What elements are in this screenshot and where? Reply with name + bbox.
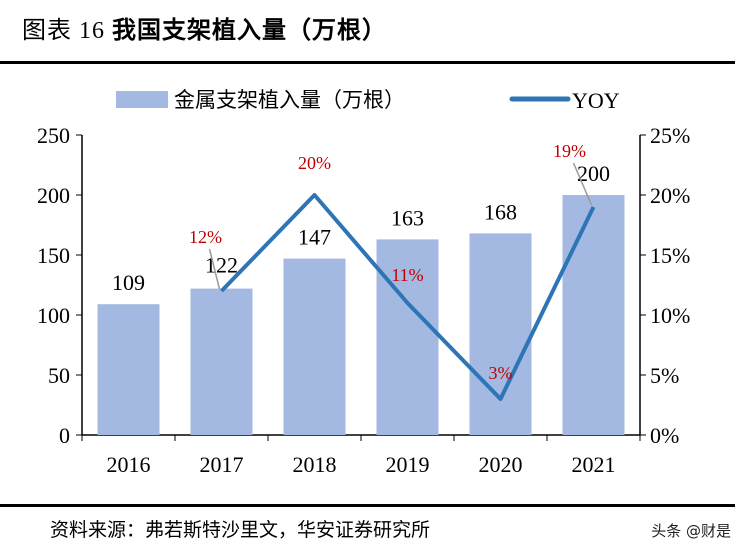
legend-line-label: YOY <box>572 88 620 113</box>
footer-rule <box>0 504 735 507</box>
watermark: 头条 @财是 <box>651 522 731 540</box>
bar-value-label: 163 <box>391 205 424 230</box>
x-tick-label: 2016 <box>107 452 151 477</box>
x-tick-label: 2020 <box>479 452 523 477</box>
x-tick-label: 2017 <box>200 452 244 477</box>
right-tick-label: 25% <box>650 123 690 148</box>
left-tick-label: 100 <box>37 303 70 328</box>
bar-value-label: 109 <box>112 270 145 295</box>
bar <box>190 288 253 435</box>
left-tick-label: 250 <box>37 123 70 148</box>
bar <box>469 233 532 435</box>
bar <box>376 239 439 435</box>
bar-value-label: 122 <box>205 253 238 278</box>
legend-bar-swatch <box>116 91 168 108</box>
figure-title: 图表 16 我国支架植入量（万根） <box>22 10 387 45</box>
bar <box>562 195 625 435</box>
left-tick-label: 150 <box>37 243 70 268</box>
bar-value-label: 147 <box>298 225 331 250</box>
right-tick-label: 10% <box>650 303 690 328</box>
bar <box>283 258 346 435</box>
yoy-value-label: 19% <box>553 141 586 161</box>
legend-bar-label: 金属支架植入量（万根） <box>174 88 405 112</box>
x-tick-label: 2019 <box>386 452 430 477</box>
yoy-leader-line <box>208 248 221 290</box>
x-tick-label: 2018 <box>293 452 337 477</box>
yoy-value-label: 20% <box>298 153 331 173</box>
figure-number: 图表 16 <box>22 18 105 44</box>
right-tick-label: 5% <box>650 363 679 388</box>
yoy-leader-line <box>572 162 593 206</box>
right-tick-label: 0% <box>650 423 679 448</box>
left-tick-label: 200 <box>37 183 70 208</box>
yoy-value-label: 3% <box>489 363 513 383</box>
bar-value-label: 168 <box>484 199 517 224</box>
left-tick-label: 50 <box>48 363 70 388</box>
yoy-value-label: 11% <box>391 265 423 285</box>
bar <box>97 304 160 435</box>
right-tick-label: 20% <box>650 183 690 208</box>
source-note: 资料来源：弗若斯特沙里文，华安证券研究所 <box>50 520 431 541</box>
figure-title-text: 我国支架植入量（万根） <box>112 18 387 44</box>
bar-value-label: 200 <box>577 161 610 186</box>
yoy-value-label: 12% <box>189 227 222 247</box>
left-tick-label: 0 <box>59 423 70 448</box>
x-tick-label: 2021 <box>572 452 616 477</box>
yoy-line <box>220 193 596 401</box>
title-rule <box>0 61 735 64</box>
right-tick-label: 15% <box>650 243 690 268</box>
